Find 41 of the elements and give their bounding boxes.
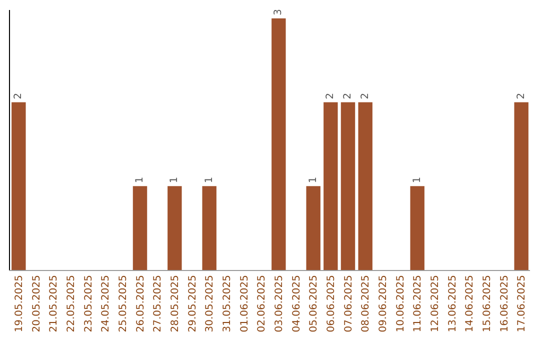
x-tick-label: 29.05.2025 — [187, 275, 198, 332]
x-tick-label: 26.05.2025 — [135, 275, 146, 332]
x-tick-label: 25.05.2025 — [118, 275, 129, 332]
x-tick-label: 17.06.2025 — [516, 275, 528, 332]
x-tick-label: 03.06.2025 — [274, 275, 285, 332]
data-label: 1 — [308, 176, 319, 184]
x-tick-label: 15.06.2025 — [482, 275, 493, 332]
data-label: 2 — [325, 92, 336, 100]
data-label: 2 — [13, 92, 24, 100]
x-tick-label: 23.05.2025 — [83, 275, 94, 332]
x-tick-label: 12.06.2025 — [430, 275, 441, 332]
data-label: 1 — [412, 176, 423, 184]
x-tick-label: 05.06.2025 — [308, 275, 320, 332]
x-tick-label: 04.06.2025 — [291, 275, 302, 332]
x-tick-label: 06.06.2025 — [326, 275, 337, 332]
x-tick-label: 22.05.2025 — [66, 275, 77, 332]
x-tick-label: 01.06.2025 — [239, 275, 250, 332]
data-label: 2 — [360, 92, 371, 100]
data-label: 1 — [204, 176, 215, 184]
x-tick-label: 24.05.2025 — [100, 275, 112, 332]
x-tick-label: 02.06.2025 — [256, 275, 268, 332]
x-tick-label: 07.06.2025 — [343, 275, 354, 332]
x-tick-label: 21.05.2025 — [48, 275, 60, 332]
x-tick-label: 10.06.2025 — [395, 275, 406, 332]
x-tick-label: 08.06.2025 — [360, 275, 372, 332]
data-label: 2 — [516, 92, 527, 100]
data-label: 3 — [273, 9, 284, 16]
x-tick-label: 13.06.2025 — [447, 275, 458, 332]
x-tick-label: 31.05.2025 — [222, 275, 233, 332]
x-tick-label: 16.06.2025 — [499, 275, 510, 332]
x-tick-label: 14.06.2025 — [464, 275, 476, 332]
x-tick-label: 27.05.2025 — [152, 275, 164, 332]
x-tick-label: 28.05.2025 — [170, 275, 181, 332]
x-tick-label: 30.05.2025 — [204, 275, 216, 332]
data-label: 1 — [134, 176, 146, 184]
x-tick-label: 20.05.2025 — [31, 275, 42, 332]
x-tick-label: 09.06.2025 — [378, 275, 389, 332]
x-tick-label: 11.06.2025 — [412, 275, 424, 332]
data-label: 2 — [342, 92, 354, 100]
x-tick-label: 19.05.2025 — [14, 275, 25, 332]
data-label: 1 — [169, 176, 180, 184]
